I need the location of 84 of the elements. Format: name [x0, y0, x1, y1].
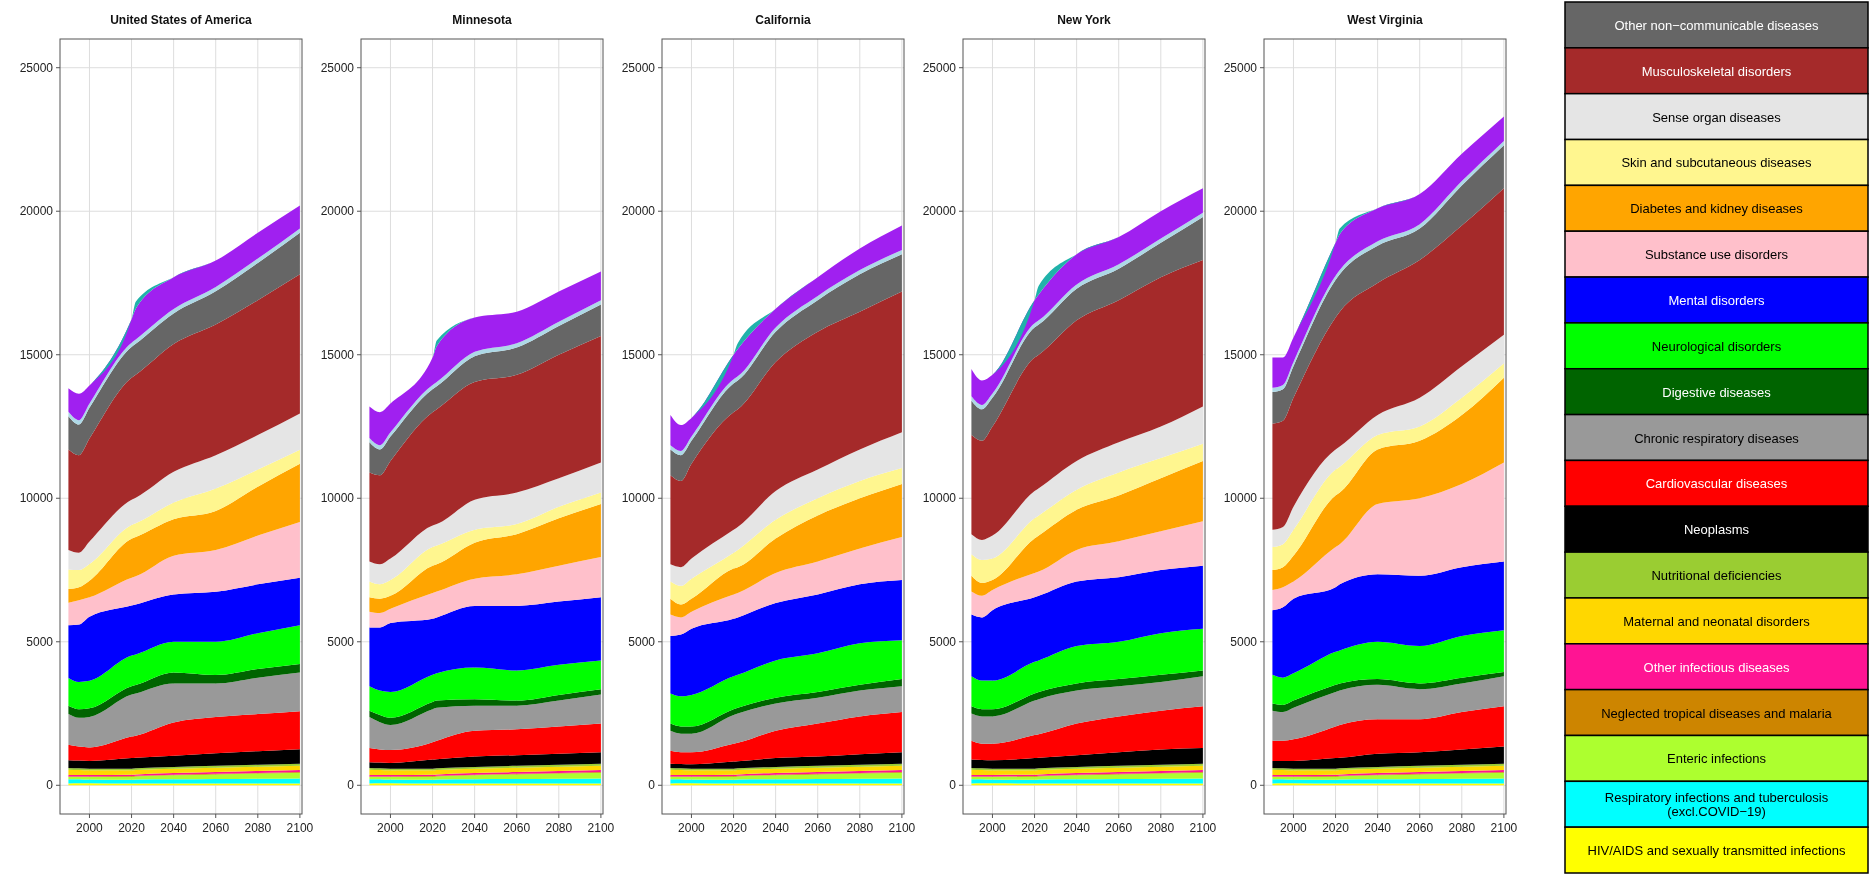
- text: Mental disorders: [1668, 292, 1766, 308]
- text: Sense organ diseases: [1652, 109, 1782, 125]
- text: Diabetes and kidney diseases: [1630, 201, 1804, 217]
- text: Nutritional deficiencies: [1651, 568, 1783, 584]
- x-tick-label: 2060: [202, 821, 230, 835]
- y-tick-label: 0: [1250, 778, 1258, 793]
- text: Digestive diseases: [1662, 384, 1772, 400]
- y-tick-label: 15000: [621, 347, 656, 362]
- x-tick-label: 2040: [1063, 821, 1091, 835]
- y-tick-label: 15000: [1223, 347, 1258, 362]
- text: Enteric infections: [1667, 751, 1767, 767]
- y-tick-label: 20000: [621, 204, 656, 219]
- y-tick-label: 10000: [922, 491, 957, 506]
- x-tick-label: 2000: [1280, 821, 1308, 835]
- x-tick-label: 2020: [118, 821, 146, 835]
- y-tick-label: 20000: [320, 204, 355, 219]
- x-tick-label: 2080: [846, 821, 874, 835]
- x-tick-label: 2000: [76, 821, 104, 835]
- x-tick-label: 2100: [286, 821, 314, 835]
- y-tick-label: 20000: [19, 204, 54, 219]
- y-tick-label: 5000: [26, 634, 54, 649]
- chart-title: Minnesota: [452, 13, 512, 27]
- y-tick-label: 25000: [1223, 60, 1258, 75]
- y-tick-label: 25000: [922, 60, 957, 75]
- y-tick-label: 0: [46, 778, 54, 793]
- y-tick-label: 10000: [19, 491, 54, 506]
- y-tick-label: 0: [648, 778, 656, 793]
- chart-title: California: [755, 13, 811, 27]
- y-tick-label: 20000: [1223, 204, 1258, 219]
- x-tick-label: 2060: [503, 821, 531, 835]
- chart-title: United States of America: [110, 13, 253, 27]
- text: Chronic respiratory diseases: [1634, 430, 1800, 446]
- x-tick-label: 2100: [1189, 821, 1217, 835]
- x-tick-label: 2060: [1105, 821, 1133, 835]
- x-tick-label: 2040: [160, 821, 188, 835]
- y-tick-label: 25000: [19, 60, 54, 75]
- text: Respiratory infections and tuberculosis (excl.COVID−19): [1604, 790, 1829, 820]
- y-tick-label: 5000: [628, 634, 656, 649]
- y-tick-label: 15000: [922, 347, 957, 362]
- x-tick-label: 2000: [377, 821, 405, 835]
- x-tick-label: 2020: [1021, 821, 1049, 835]
- x-tick-label: 2000: [979, 821, 1007, 835]
- chart-title: New York: [1057, 13, 1112, 27]
- text: Maternal and neonatal disorders: [1623, 613, 1811, 629]
- y-tick-label: 25000: [320, 60, 355, 75]
- text: Musculoskeletal disorders: [1641, 63, 1792, 79]
- x-tick-label: 2100: [1490, 821, 1518, 835]
- x-tick-label: 2020: [720, 821, 748, 835]
- y-tick-label: 5000: [1230, 634, 1258, 649]
- text: Neurological disorders: [1651, 338, 1782, 354]
- text: Neoplasms: [1683, 522, 1750, 538]
- x-tick-label: 2080: [244, 821, 272, 835]
- y-tick-label: 10000: [320, 491, 355, 506]
- y-tick-label: 5000: [327, 634, 355, 649]
- x-tick-label: 2020: [1322, 821, 1350, 835]
- text: HIV/AIDS and sexually transmitted infections: [1587, 843, 1846, 859]
- y-tick-label: 10000: [621, 491, 656, 506]
- text: Other non−communicable diseases: [1614, 17, 1820, 33]
- y-tick-label: 20000: [922, 204, 957, 219]
- text: Substance use disorders: [1644, 247, 1789, 263]
- x-tick-label: 2060: [1406, 821, 1434, 835]
- y-tick-label: 15000: [19, 347, 54, 362]
- x-tick-label: 2040: [1364, 821, 1392, 835]
- x-tick-label: 2100: [587, 821, 615, 835]
- text: Other infectious diseases: [1643, 659, 1790, 675]
- y-tick-label: 15000: [320, 347, 355, 362]
- y-tick-label: 0: [347, 778, 355, 793]
- x-tick-label: 2040: [762, 821, 790, 835]
- x-tick-label: 2060: [804, 821, 832, 835]
- text: Skin and subcutaneous diseases: [1621, 155, 1813, 171]
- x-tick-label: 2080: [1147, 821, 1175, 835]
- text: Cardiovascular diseases: [1645, 476, 1788, 492]
- text: Neglected tropical diseases and malaria: [1601, 705, 1833, 721]
- x-tick-label: 2000: [678, 821, 706, 835]
- x-tick-label: 2080: [1448, 821, 1476, 835]
- y-tick-label: 10000: [1223, 491, 1258, 506]
- x-tick-label: 2020: [419, 821, 447, 835]
- y-tick-label: 25000: [621, 60, 656, 75]
- y-tick-label: 5000: [929, 634, 957, 649]
- chart-title: West Virginia: [1347, 13, 1424, 27]
- y-tick-label: 0: [949, 778, 957, 793]
- x-tick-label: 2040: [461, 821, 489, 835]
- x-tick-label: 2100: [888, 821, 916, 835]
- x-tick-label: 2080: [545, 821, 573, 835]
